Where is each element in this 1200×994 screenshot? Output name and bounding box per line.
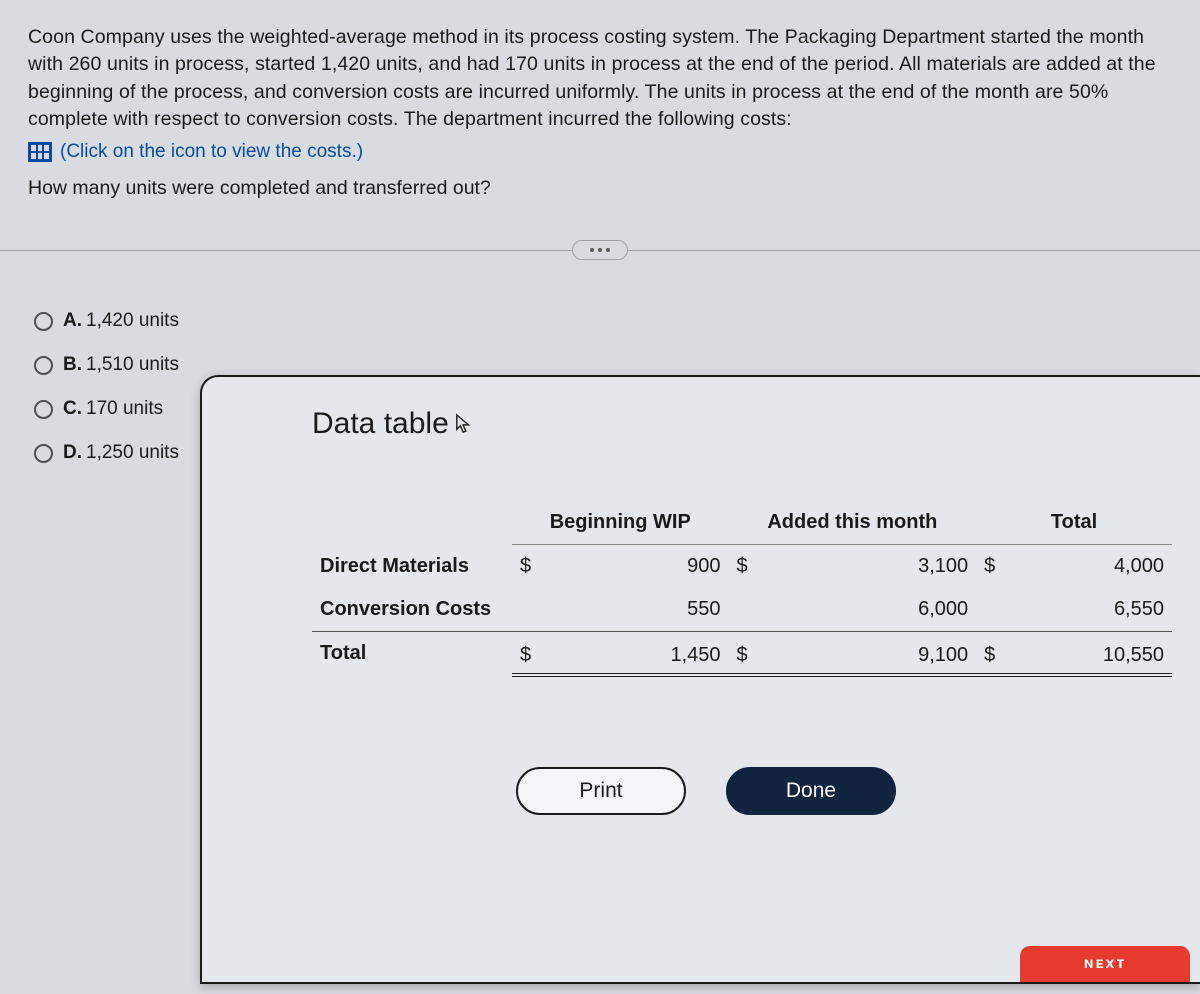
ellipsis-pill-icon[interactable] [572,240,628,260]
radio-icon[interactable] [34,444,53,463]
table-row: Total$1,450$9,100$10,550 [312,632,1172,676]
radio-icon[interactable] [34,312,53,331]
row-label: Direct Materials [312,545,512,589]
cell-dollar [512,588,540,632]
col-total: Total [976,501,1172,545]
table-icon[interactable] [28,142,52,162]
data-table-modal: Data table Beginning WIP Added this mont… [200,375,1200,984]
question-page: Coon Company uses the weighted-average m… [0,0,1200,994]
col-begin-wip: Beginning WIP [512,501,729,545]
option-text: 1,420 units [86,310,179,331]
cell-dollar: $ [976,545,1004,589]
question-followup: How many units were completed and transf… [28,177,1172,200]
view-costs-link[interactable]: (Click on the icon to view the costs.) [60,141,363,163]
table-header-row: Beginning WIP Added this month Total [312,501,1172,545]
cell-dollar [976,588,1004,632]
cell-dollar: $ [976,632,1004,676]
col-added: Added this month [729,501,977,545]
cell-value: 4,000 [1004,545,1172,589]
section-divider [0,240,1200,260]
cell-dollar: $ [512,632,540,676]
table-row: Conversion Costs 550 6,000 6,550 [312,588,1172,632]
cell-value: 10,550 [1004,632,1172,676]
option-text: 1,250 units [86,442,179,463]
modal-title: Data table [312,407,1160,441]
option-a[interactable]: A.1,420 units [34,310,1172,332]
next-button-fragment[interactable]: ɴᴇxᴛ [1020,946,1190,982]
cell-dollar [729,588,757,632]
cell-value: 6,550 [1004,588,1172,632]
radio-icon[interactable] [34,356,53,375]
cell-value: 900 [540,545,729,589]
question-stem: Coon Company uses the weighted-average m… [28,24,1172,133]
col-blank [312,501,512,545]
option-letter: D. [63,442,82,463]
cursor-icon [455,413,473,435]
view-costs-row: (Click on the icon to view the costs.) [28,141,1172,163]
row-label: Conversion Costs [312,588,512,632]
option-letter: B. [63,354,82,375]
modal-title-text: Data table [312,407,449,441]
table-row: Direct Materials$900$3,100$4,000 [312,545,1172,589]
cell-value: 6,000 [757,588,977,632]
cell-dollar: $ [729,545,757,589]
option-b[interactable]: B.1,510 units [34,354,1172,376]
radio-icon[interactable] [34,400,53,419]
costs-table: Beginning WIP Added this month Total Dir… [312,501,1172,677]
cell-dollar: $ [729,632,757,676]
option-text: 1,510 units [86,354,179,375]
modal-button-row: Print Done [252,767,1160,815]
row-label: Total [312,632,512,676]
option-text: 170 units [86,398,163,419]
cell-value: 9,100 [757,632,977,676]
print-button[interactable]: Print [516,767,686,815]
cell-dollar: $ [512,545,540,589]
option-letter: A. [63,310,82,331]
option-letter: C. [63,398,82,419]
cell-value: 550 [540,588,729,632]
done-button[interactable]: Done [726,767,896,815]
cell-value: 3,100 [757,545,977,589]
cell-value: 1,450 [540,632,729,676]
